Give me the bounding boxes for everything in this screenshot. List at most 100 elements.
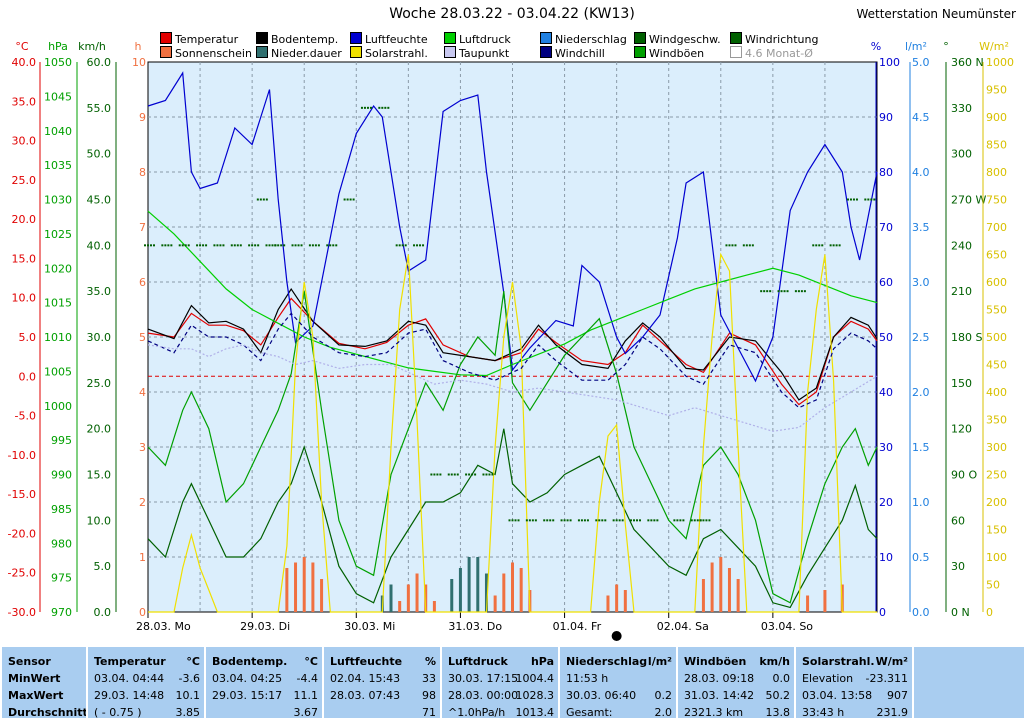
wind-direction-dot <box>153 244 155 247</box>
wind-direction-dot <box>436 473 439 476</box>
boden-min-value: -4.4 <box>296 672 318 685</box>
axis-wm2-tick: 550 <box>986 304 1007 317</box>
legend-label: Luftdruck <box>459 33 511 46</box>
axis-hpa-tick: 990 <box>51 469 72 482</box>
legend-item: Windgeschw. <box>634 32 721 46</box>
wind-direction-dot <box>577 519 580 522</box>
axis-temp-tick: -25.0 <box>8 567 36 580</box>
axis-h-tick: 2 <box>139 496 146 509</box>
x-label: 29.03. Di <box>240 620 290 633</box>
wind-direction-dot <box>797 290 800 293</box>
wind-direction-dot <box>586 519 589 522</box>
legend-label: Sonnenschein <box>175 47 252 60</box>
wind-direction-dot <box>471 473 474 476</box>
axis-deg-tick: 120 <box>951 423 972 436</box>
series-line-windchill <box>147 312 878 409</box>
axis-wm2-tick: 600 <box>986 276 1007 289</box>
wind-direction-dot <box>332 244 335 247</box>
axis-h-tick: 5 <box>139 331 146 344</box>
wind-direction-dot <box>673 519 676 522</box>
wind-direction-dot <box>491 473 494 476</box>
wind-direction-dot <box>230 244 233 247</box>
precip-duration-bar <box>467 557 471 612</box>
axis-lm2-tick: 1.0 <box>912 496 930 509</box>
wind-direction-dot <box>569 519 572 522</box>
axis-kmh-tick: 25.0 <box>87 377 112 390</box>
axis-wm2-tick: 800 <box>986 166 1007 179</box>
wind-direction-dot <box>346 198 349 201</box>
axis-hpa-tick: 970 <box>51 606 72 619</box>
wind-direction-dot <box>838 244 841 247</box>
wind-direction-dot <box>248 244 251 247</box>
druck-unit: hPa <box>530 655 554 668</box>
col-temperatur: Temperatur °C 03.04. 04:44 -3.6 29.03. 1… <box>86 647 204 719</box>
precip-duration-bar <box>484 573 488 612</box>
label-sensor: Sensor <box>8 655 51 668</box>
feuchte-min-time: 02.04. 15:43 <box>330 672 401 685</box>
legend-item: Windrichtung <box>730 32 818 46</box>
wind-direction-dot <box>488 473 491 476</box>
axis-hpa-tick: 1035 <box>44 159 72 172</box>
sunshine-bar <box>294 562 298 612</box>
wind-direction-dot <box>580 519 583 522</box>
precip-duration-bar <box>389 584 393 612</box>
axis-pct-tick: 20 <box>879 496 893 509</box>
wind-direction-dot <box>482 473 485 476</box>
wind-direction-dot <box>815 244 818 247</box>
axis-h-tick: 3 <box>139 441 146 454</box>
boden-header: Bodentemp. <box>212 655 288 668</box>
sunshine-bar <box>719 557 723 612</box>
precip-duration-bar <box>476 557 480 612</box>
sunshine-bar <box>502 573 506 612</box>
wind-direction-dot <box>363 106 366 109</box>
axis-pct-tick: 90 <box>879 111 893 124</box>
axis-deg-tick: 300 <box>951 148 972 161</box>
axis-hpa-tick: 1000 <box>44 400 72 413</box>
axis-wm2-tick: 100 <box>986 551 1007 564</box>
solar-header: Solarstrahl. <box>802 655 875 668</box>
wind-direction-dot <box>742 244 745 247</box>
axis-h-tick: 0 <box>139 606 146 619</box>
axis-h-tick: 6 <box>139 276 146 289</box>
druck-max-value: 1028.3 <box>515 689 555 702</box>
wind-direction-dot <box>430 473 433 476</box>
col-solar: Solarstrahl. W/m² Elevation -23.311 03.0… <box>794 647 912 719</box>
wind-direction-dot <box>517 519 520 522</box>
axis-lm2-tick: 2.5 <box>912 331 930 344</box>
wind-direction-dot <box>265 198 268 201</box>
legend-label: Solarstrahl. <box>365 47 428 60</box>
druck-trend: ^1.0hPa/h <box>448 706 506 719</box>
nieder-unit: l/m² <box>647 655 672 668</box>
axis-lm2-tick: 0.0 <box>912 606 930 619</box>
axis-hpa-tick: 1050 <box>44 56 72 69</box>
legend-item: Luftdruck <box>444 32 511 46</box>
axis-lm2-tick: 1.5 <box>912 441 930 454</box>
wind-direction-dot <box>465 473 468 476</box>
boeen-max-time: 31.03. 14:42 <box>684 689 755 702</box>
label-max: MaxWert <box>8 689 64 702</box>
legend-label: Taupunkt <box>459 47 510 60</box>
wind-direction-dot <box>202 244 205 247</box>
sunshine-bar <box>285 568 289 612</box>
axis-wm2-tick: 200 <box>986 496 1007 509</box>
col-empty <box>912 647 1024 718</box>
axis-unit-label: hPa <box>48 40 68 53</box>
axis-temp-tick: -20.0 <box>8 527 36 540</box>
axis-pct-tick: 100 <box>879 56 900 69</box>
wind-direction-dot <box>416 244 419 247</box>
station-name: Wetterstation Neumünster <box>856 7 1016 21</box>
wind-direction-dot <box>583 519 586 522</box>
axis-hpa-tick: 1045 <box>44 90 72 103</box>
boden-max-value: 11.1 <box>293 689 319 702</box>
legend-item: Taupunkt <box>444 46 509 60</box>
axis-deg-tick: 150 <box>951 377 972 390</box>
axis-temp-tick: 20.0 <box>12 213 37 226</box>
axis-pct-tick: 80 <box>879 166 893 179</box>
sunshine-bar <box>701 579 705 612</box>
axis-hpa-tick: 1015 <box>44 297 72 310</box>
wind-direction-dot <box>618 519 621 522</box>
wind-direction-dot <box>413 244 416 247</box>
wind-direction-dot <box>766 290 769 293</box>
legend-label: Niederschlag <box>555 33 627 46</box>
wind-direction-dot <box>682 519 685 522</box>
